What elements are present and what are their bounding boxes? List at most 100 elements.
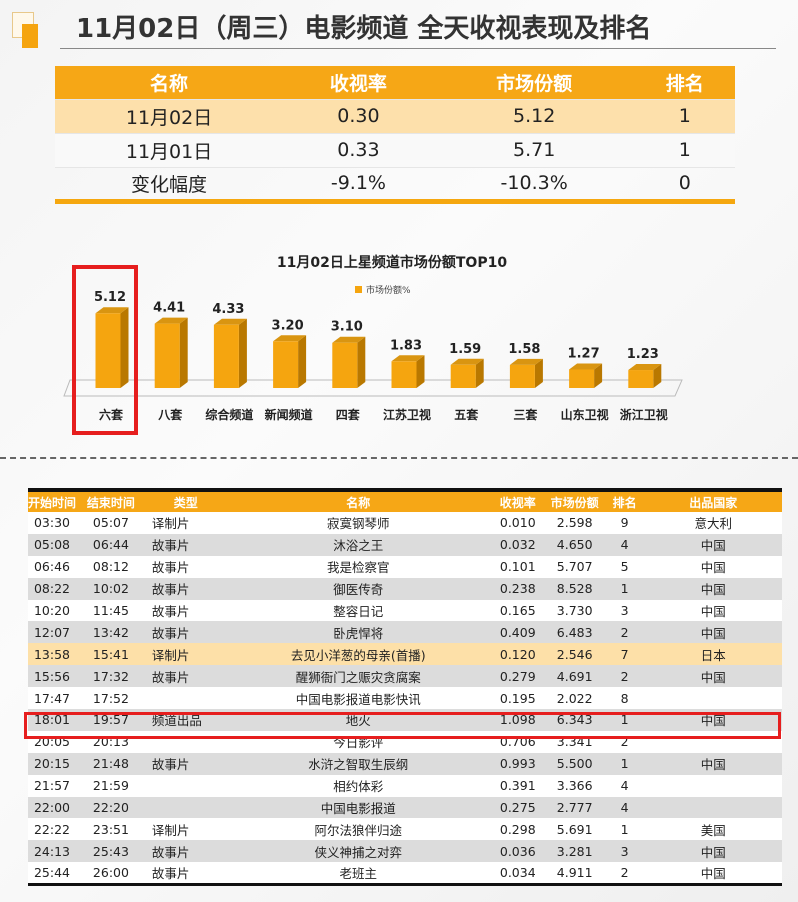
- program-cell: 22:00: [28, 796, 77, 819]
- bar: [95, 313, 121, 388]
- program-cell: 故事片: [145, 577, 226, 600]
- data-label: 1.83: [390, 338, 422, 353]
- program-cell: 13:42: [76, 621, 146, 644]
- program-cell: 0.101: [490, 555, 545, 578]
- program-cell: 1: [604, 818, 645, 841]
- program-row: 24:13 25:43 故事片 侠义神捕之对弈 0.036 3.281 3 中国: [28, 840, 782, 863]
- title-divider: [60, 48, 776, 49]
- program-cell: [644, 774, 782, 797]
- program-cell: 水浒之智取生辰纲: [225, 752, 491, 775]
- program-row: 03:30 05:07 译制片 寂寞钢琴师 0.010 2.598 9 意大利: [28, 512, 782, 534]
- program-cell: 0.279: [490, 665, 545, 688]
- program-cell: 5: [604, 555, 645, 578]
- program-cell: 老班主: [225, 862, 491, 885]
- data-label: 1.59: [449, 342, 481, 357]
- market-share-chart: 11月02日上星频道市场份额TOP10 市场份额% 5.12 六套 4.41 八套 4.33…: [63, 254, 683, 422]
- program-row: 08:22 10:02 故事片 御医传奇 0.238 8.528 1 中国: [28, 577, 782, 600]
- data-label: 3.10: [331, 320, 363, 335]
- program-cell: 6.483: [544, 621, 605, 644]
- program-cell: 译制片: [145, 818, 226, 841]
- program-cell: 故事片: [145, 621, 226, 644]
- category-label: 山东卫视: [561, 407, 609, 422]
- program-row: 06:46 08:12 故事片 我是检察官 0.101 5.707 5 中国: [28, 555, 782, 578]
- category-label: 浙江卫视: [620, 407, 668, 422]
- data-label: 4.41: [153, 301, 185, 316]
- program-cell: 中国电影报道电影快讯: [225, 687, 491, 710]
- highlight-box-row: [24, 712, 781, 739]
- bar-top: [95, 307, 129, 314]
- program-cell: 0.298: [490, 818, 545, 841]
- highlight-box-chart: [72, 265, 138, 435]
- program-cell: 4: [604, 533, 645, 556]
- data-label: 4.33: [212, 302, 244, 317]
- summary-row: 变化幅度 -9.1% -10.3% 0: [55, 166, 735, 201]
- bar-top: [569, 363, 603, 370]
- bar-side: [298, 335, 307, 388]
- summary-header-rank: 排名: [634, 66, 735, 99]
- program-cell: 日本: [644, 643, 782, 666]
- program-row: 17:47 17:52 中国电影报道电影快讯 0.195 2.022 8: [28, 687, 782, 710]
- program-header-cell: 出品国家: [644, 490, 782, 512]
- bar: [569, 369, 595, 388]
- program-cell: 24:13: [28, 840, 77, 863]
- program-cell: 我是检察官: [225, 555, 491, 578]
- program-cell: 05:07: [76, 512, 146, 534]
- program-cell: 2: [604, 621, 645, 644]
- program-cell: 中国: [644, 665, 782, 688]
- bar: [273, 341, 299, 388]
- program-cell: 8: [604, 687, 645, 710]
- program-cell: 26:00: [76, 862, 146, 885]
- program-cell: 21:57: [28, 774, 77, 797]
- program-cell: 20:15: [28, 752, 77, 775]
- bar-top: [509, 358, 543, 365]
- program-row: 22:22 23:51 译制片 阿尔法狼伴归途 0.298 5.691 1 美国: [28, 818, 782, 841]
- program-header-cell: 排名: [604, 490, 645, 512]
- program-cell: 2.022: [544, 687, 605, 710]
- bar: [509, 364, 535, 388]
- program-cell: 2.777: [544, 796, 605, 819]
- program-cell: 美国: [644, 818, 782, 841]
- data-label: 1.58: [508, 342, 540, 357]
- program-cell: 17:32: [76, 665, 146, 688]
- program-row: 13:58 15:41 译制片 去见小洋葱的母亲(首播) 0.120 2.546 7 日本: [28, 643, 782, 666]
- program-cell: 意大利: [644, 512, 782, 534]
- program-cell: 5.707: [544, 555, 605, 578]
- logo-square-fill: [22, 24, 38, 48]
- legend-swatch: [355, 286, 362, 293]
- program-row: 12:07 13:42 故事片 卧虎悍将 0.409 6.483 2 中国: [28, 621, 782, 644]
- category-label: 八套: [157, 407, 183, 422]
- program-cell: 中国: [644, 621, 782, 644]
- summary-cell: 11月02日: [55, 98, 284, 133]
- bar-side: [594, 363, 603, 388]
- summary-row: 11月02日 0.30 5.12 1: [55, 98, 735, 133]
- program-row: 05:08 06:44 故事片 沐浴之王 0.032 4.650 4 中国: [28, 533, 782, 556]
- bar: [391, 361, 417, 388]
- program-cell: 1: [604, 752, 645, 775]
- bar-side: [653, 364, 662, 388]
- program-cell: 故事片: [145, 665, 226, 688]
- program-cell: 3.281: [544, 840, 605, 863]
- program-cell: 03:30: [28, 512, 77, 534]
- summary-cell: 1: [634, 132, 735, 167]
- program-cell: 17:47: [28, 687, 77, 710]
- program-cell: 阿尔法狼伴归途: [225, 818, 491, 841]
- program-cell: 08:12: [76, 555, 146, 578]
- program-cell: 2.546: [544, 643, 605, 666]
- program-row: 15:56 17:32 故事片 醒狮衙门之赈灾贪腐案 0.279 4.691 2 中国: [28, 665, 782, 688]
- program-cell: 2: [604, 862, 645, 885]
- summary-header-share: 市场份额: [433, 66, 635, 99]
- summary-cell: 0.30: [283, 98, 434, 133]
- category-label: 综合频道: [205, 407, 253, 422]
- summary-header-rating: 收视率: [283, 66, 434, 99]
- program-cell: 5.500: [544, 752, 605, 775]
- program-cell: 22:20: [76, 796, 146, 819]
- program-cell: 3.366: [544, 774, 605, 797]
- program-cell: 故事片: [145, 752, 226, 775]
- program-cell: 25:44: [28, 862, 77, 885]
- program-header-cell: 市场份额: [544, 490, 605, 512]
- program-cell: 06:44: [76, 533, 146, 556]
- program-cell: 8.528: [544, 577, 605, 600]
- program-cell: 05:08: [28, 533, 77, 556]
- program-cell: 中国: [644, 577, 782, 600]
- category-label: 三套: [513, 407, 538, 422]
